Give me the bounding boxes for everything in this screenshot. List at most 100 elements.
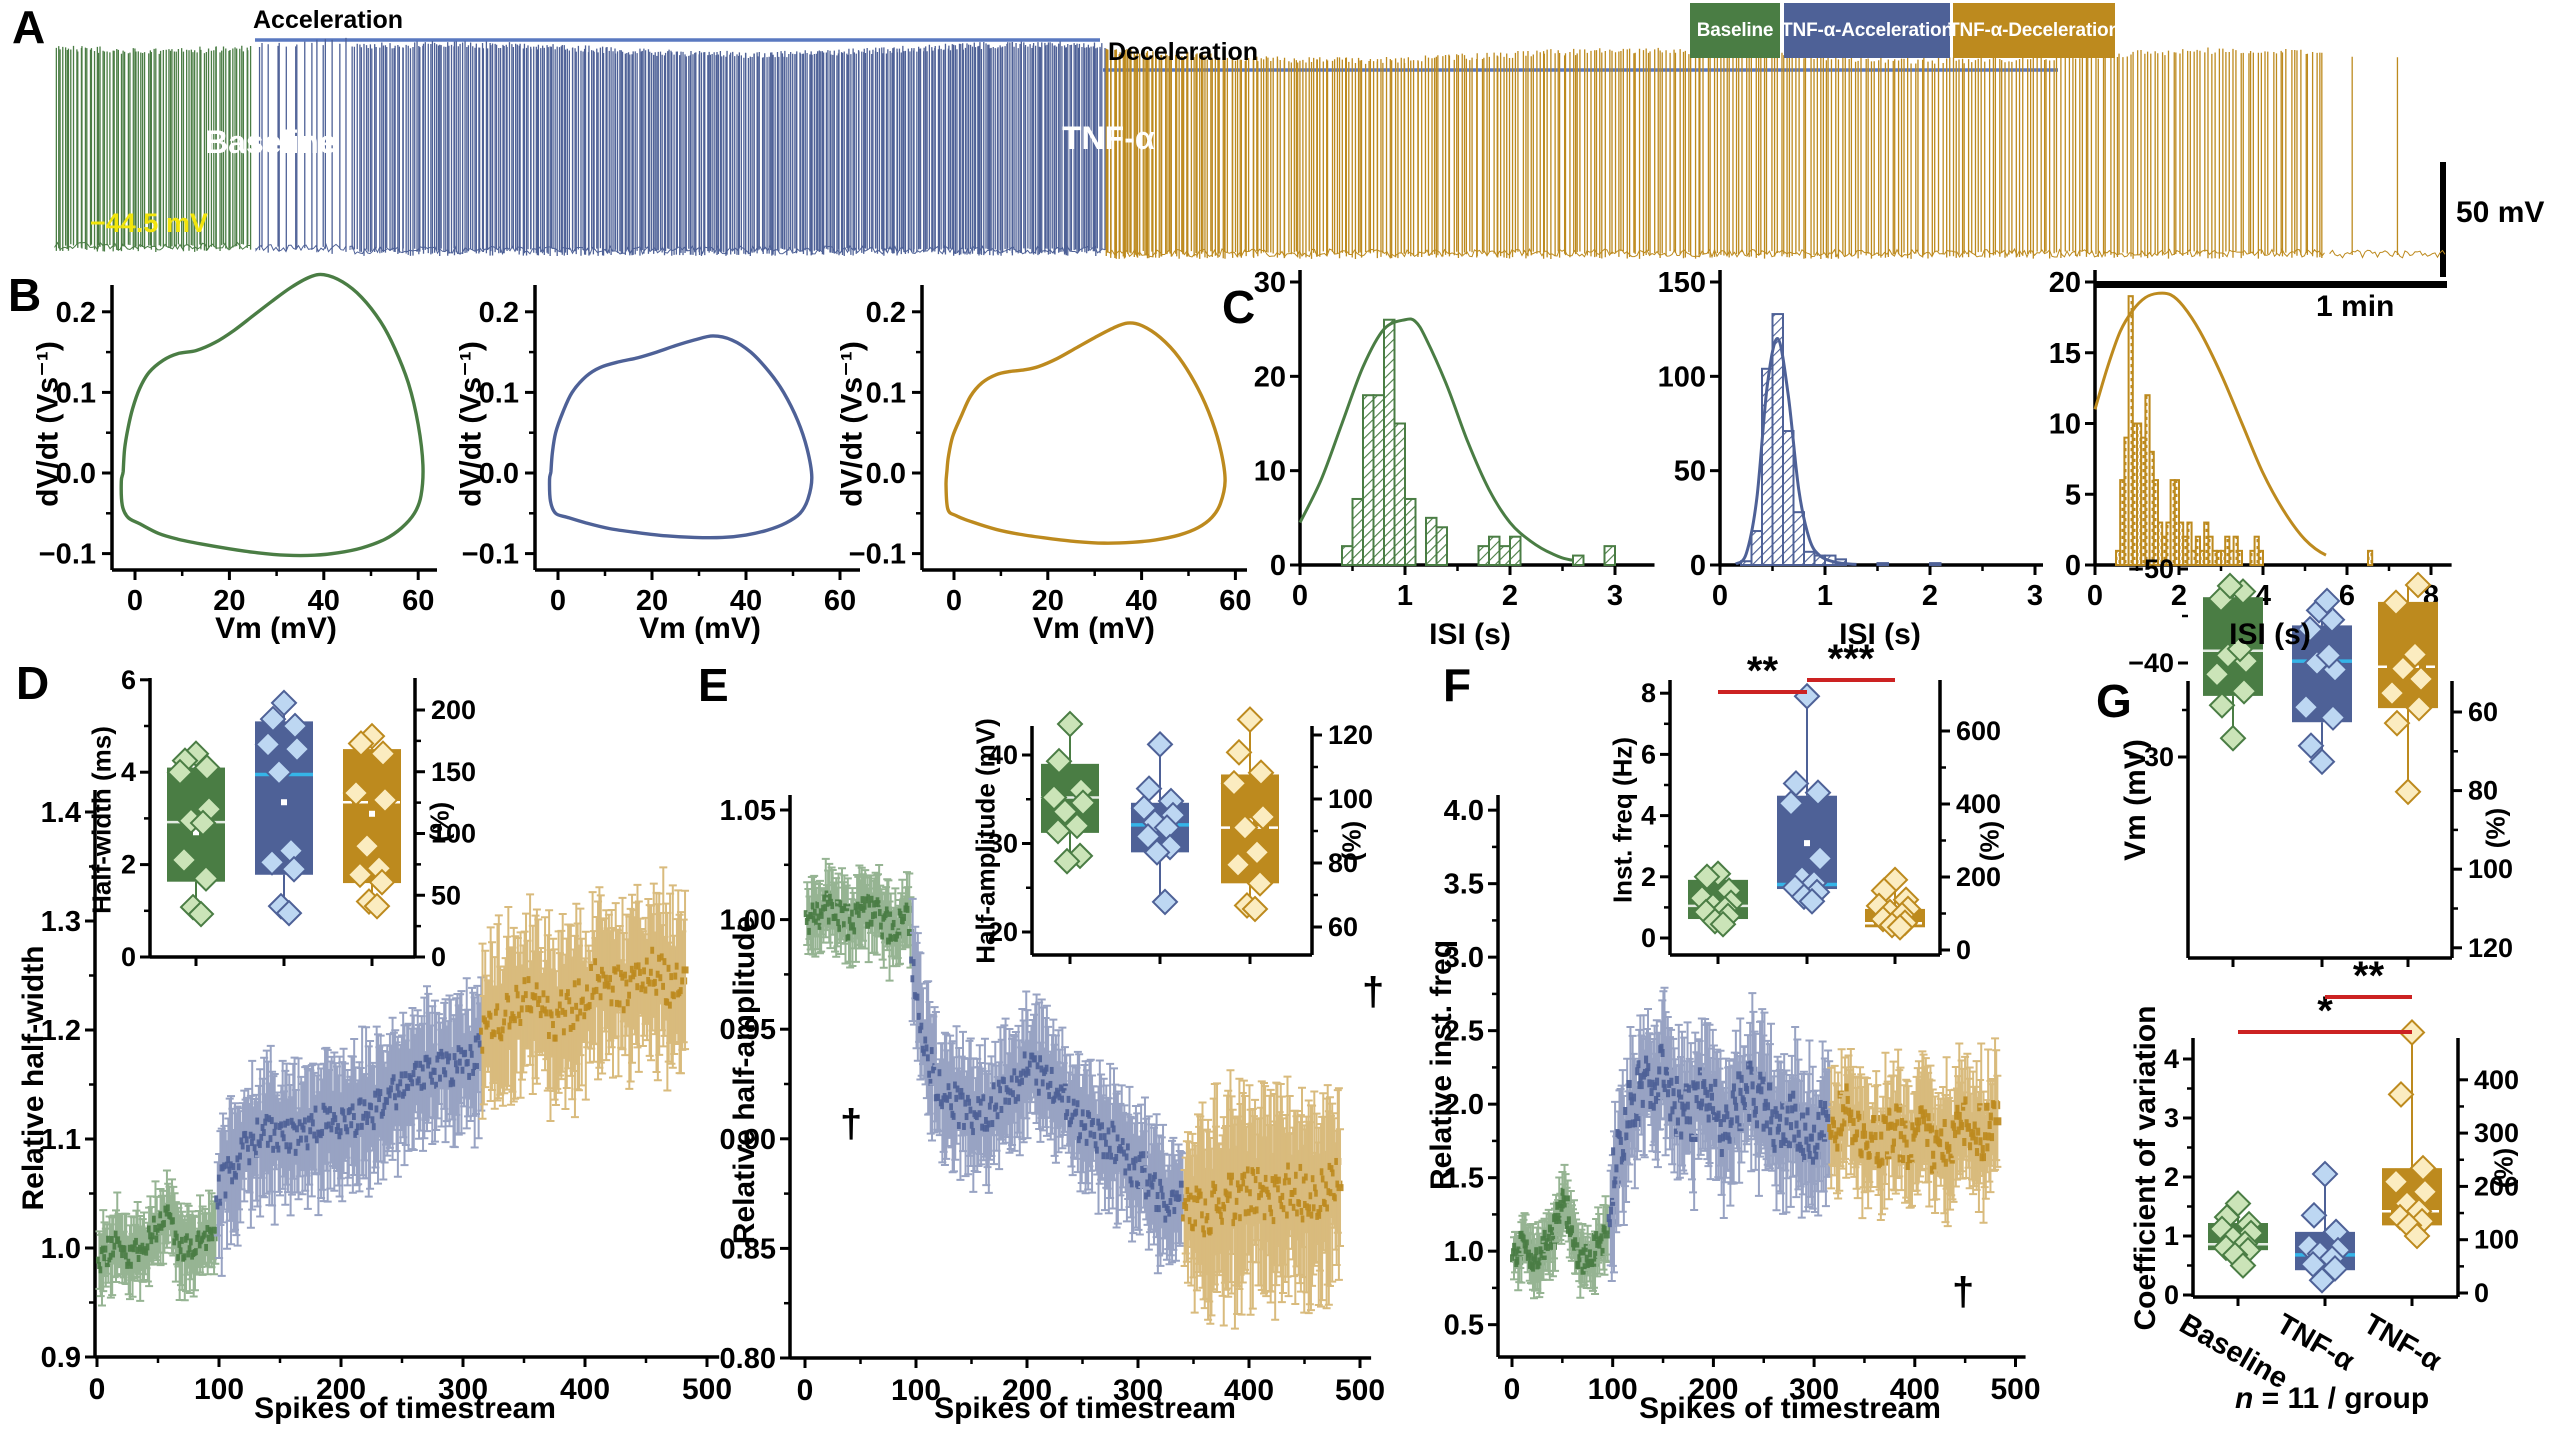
svg-text:60: 60: [402, 585, 434, 617]
svg-text:0: 0: [2164, 1280, 2179, 1310]
svg-text:100: 100: [891, 1374, 941, 1407]
b3-ylabel: dV/dt (Vs⁻¹): [835, 341, 869, 507]
d-ylabel: Relative half-width: [17, 945, 50, 1211]
svg-text:0: 0: [1270, 550, 1286, 582]
svg-text:2: 2: [1922, 580, 1938, 612]
svg-text:50: 50: [431, 880, 461, 910]
resting-vm-label: −44.5 mV: [90, 208, 208, 238]
svg-text:0.2: 0.2: [56, 297, 96, 329]
svg-text:2: 2: [2171, 580, 2187, 612]
f-dagger: †: [1952, 1270, 1975, 1314]
svg-text:0: 0: [2065, 550, 2081, 582]
svg-text:0.9: 0.9: [41, 1342, 81, 1374]
svg-text:0: 0: [89, 1373, 106, 1406]
svg-text:10: 10: [2049, 409, 2081, 441]
svg-text:1.0: 1.0: [41, 1233, 81, 1265]
f-inset-pct: (%): [1974, 820, 2005, 862]
svg-text:30: 30: [1254, 267, 1286, 299]
svg-text:0.0: 0.0: [479, 458, 519, 490]
svg-text:0.80: 0.80: [720, 1343, 776, 1375]
svg-text:300: 300: [2474, 1118, 2519, 1148]
svg-text:**: **: [1747, 649, 1779, 693]
legend-tnf-deceleration: TNF-α-Deceleration: [1948, 3, 2120, 58]
svg-text:120: 120: [2468, 933, 2513, 963]
svg-text:**: **: [2353, 954, 2385, 998]
svg-text:60: 60: [2468, 697, 2498, 727]
svg-text:0: 0: [797, 1374, 814, 1407]
svg-text:2: 2: [1641, 862, 1656, 892]
svg-text:0.0: 0.0: [866, 458, 906, 490]
svg-text:4.0: 4.0: [1444, 795, 1484, 827]
svg-text:0: 0: [2087, 580, 2103, 612]
svg-text:200: 200: [1002, 1374, 1052, 1407]
svg-text:0.95: 0.95: [720, 1014, 776, 1046]
svg-text:2.5: 2.5: [1444, 1016, 1484, 1048]
svg-text:1.3: 1.3: [41, 906, 81, 938]
time-scalebar-label: 1 min: [2316, 290, 2395, 323]
b3-xlabel: Vm (mV): [1033, 612, 1155, 645]
svg-text:100: 100: [194, 1373, 244, 1406]
svg-text:400: 400: [560, 1373, 610, 1406]
svg-text:100: 100: [1588, 1373, 1638, 1406]
svg-text:0.1: 0.1: [56, 377, 96, 409]
svg-text:20: 20: [2049, 267, 2081, 299]
b2-ylabel: dV/dt (Vs⁻¹): [454, 341, 488, 507]
svg-text:150: 150: [1658, 267, 1706, 299]
svg-text:−30: −30: [2128, 742, 2174, 772]
svg-text:3: 3: [2164, 1103, 2179, 1133]
svg-text:300: 300: [1113, 1374, 1163, 1407]
svg-text:20: 20: [1032, 585, 1064, 617]
svg-text:80: 80: [2468, 776, 2498, 806]
svg-text:0: 0: [1504, 1373, 1521, 1406]
g-top-ylabel: Vm (mV): [2119, 739, 2152, 861]
e-ylabel: Relative half-amplitude: [728, 915, 761, 1245]
svg-text:2: 2: [1502, 580, 1518, 612]
svg-text:200: 200: [1688, 1373, 1738, 1406]
svg-text:0.0: 0.0: [56, 458, 96, 490]
panel-label-c: C: [1222, 281, 1256, 333]
e-inset-pct: (%): [1336, 820, 1367, 862]
acceleration-label: Acceleration: [253, 6, 404, 34]
svg-text:−0.1: −0.1: [849, 539, 906, 571]
svg-text:0: 0: [1292, 580, 1308, 612]
svg-text:0.1: 0.1: [866, 377, 906, 409]
svg-text:15: 15: [2049, 338, 2081, 370]
svg-text:40: 40: [1125, 585, 1157, 617]
svg-text:*: *: [2317, 989, 2333, 1033]
svg-text:40: 40: [730, 585, 762, 617]
svg-text:−0.1: −0.1: [462, 539, 519, 571]
svg-text:3: 3: [1607, 580, 1623, 612]
panel-label-g: G: [2096, 675, 2132, 727]
f-inset-ylabel: Inst. freq (Hz): [1607, 736, 1638, 904]
panel-label-b: B: [8, 269, 42, 321]
n-rest: = 11 / group: [2253, 1382, 2430, 1415]
panel-label-e: E: [698, 659, 729, 711]
svg-text:200: 200: [2474, 1171, 2519, 1201]
svg-text:30: 30: [988, 829, 1018, 859]
n-italic: n: [2235, 1382, 2254, 1415]
b2-xlabel: Vm (mV): [639, 612, 761, 645]
d-xlabel: Spikes of timestream: [254, 1392, 556, 1425]
svg-text:3.0: 3.0: [1444, 942, 1484, 974]
svg-text:300: 300: [1789, 1373, 1839, 1406]
b1-xlabel: Vm (mV): [215, 612, 337, 645]
legend-baseline: Baseline: [1690, 3, 1780, 58]
svg-text:500: 500: [1990, 1373, 2040, 1406]
svg-text:20: 20: [636, 585, 668, 617]
svg-text:200: 200: [316, 1373, 366, 1406]
svg-text:−0.1: −0.1: [39, 539, 96, 571]
svg-text:100: 100: [2474, 1225, 2519, 1255]
svg-text:3.5: 3.5: [1444, 869, 1484, 901]
svg-text:0.90: 0.90: [720, 1124, 776, 1156]
svg-text:60: 60: [1219, 585, 1251, 617]
svg-text:−40: −40: [2128, 648, 2174, 678]
e-xlabel: Spikes of timestream: [934, 1392, 1236, 1425]
svg-text:4: 4: [1641, 801, 1656, 831]
svg-text:40: 40: [308, 585, 340, 617]
svg-text:6: 6: [1641, 739, 1656, 769]
svg-text:10: 10: [1254, 456, 1286, 488]
svg-text:0.2: 0.2: [479, 297, 519, 329]
svg-text:0: 0: [1641, 923, 1656, 953]
